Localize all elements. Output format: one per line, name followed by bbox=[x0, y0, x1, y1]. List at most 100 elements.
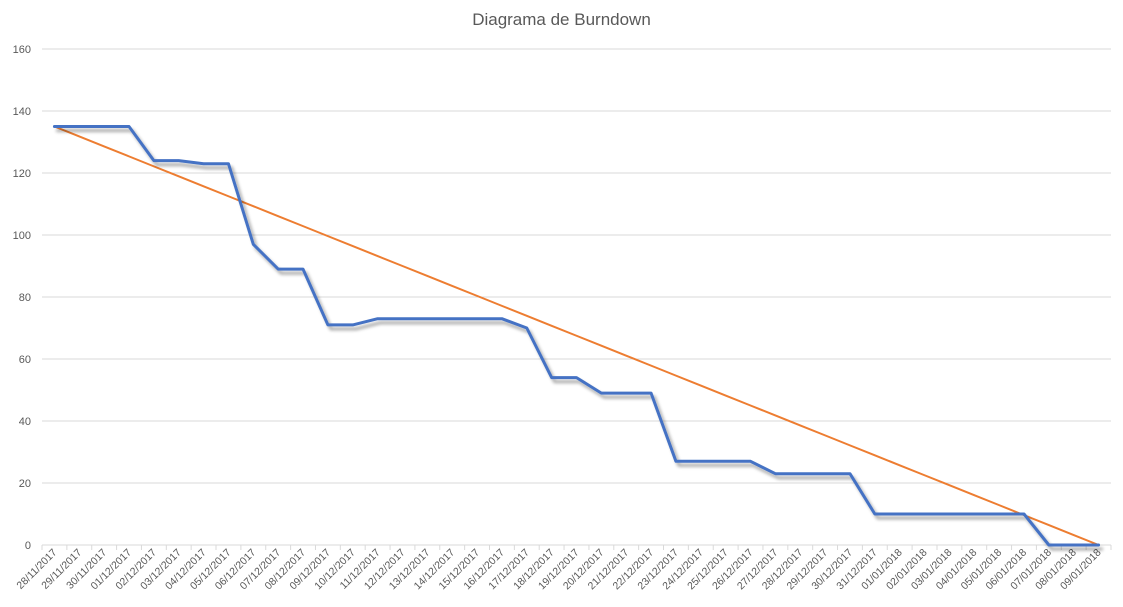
ideal-data-point bbox=[78, 135, 80, 137]
ideal-data-point bbox=[899, 464, 901, 466]
actual-data-point bbox=[103, 126, 105, 128]
actual-data-point bbox=[178, 160, 180, 162]
ideal-data-point bbox=[849, 444, 851, 446]
actual-data-point bbox=[576, 377, 578, 379]
y-tick-label: 140 bbox=[13, 106, 31, 118]
actual-data-point bbox=[899, 513, 901, 515]
y-tick-label: 120 bbox=[13, 168, 31, 180]
ideal-data-point bbox=[476, 295, 478, 297]
actual-data-point bbox=[924, 513, 926, 515]
y-axis: 0 20 40 60 80 100 120 140 160 bbox=[13, 44, 31, 552]
actual-data-point bbox=[973, 513, 975, 515]
ideal-data-point bbox=[277, 215, 279, 217]
ideal-data-point bbox=[252, 205, 254, 207]
actual-data-point bbox=[1073, 544, 1075, 546]
actual-data-point bbox=[600, 392, 602, 394]
y-tick-label: 160 bbox=[13, 44, 31, 56]
ideal-data-point bbox=[998, 504, 1000, 506]
actual-data-point bbox=[53, 126, 55, 128]
actual-data-point bbox=[526, 327, 528, 329]
actual-data-point bbox=[1023, 513, 1025, 515]
ideal-data-point bbox=[1073, 534, 1075, 536]
ideal-data-point bbox=[401, 265, 403, 267]
series-line-ideal bbox=[53, 125, 1100, 546]
actual-data-point bbox=[501, 318, 503, 320]
actual-data-point bbox=[302, 268, 304, 270]
actual-data-point bbox=[476, 318, 478, 320]
actual-data-point bbox=[700, 460, 702, 462]
actual-data-point bbox=[401, 318, 403, 320]
y-tick-label: 0 bbox=[25, 540, 31, 552]
ideal-data-point bbox=[750, 405, 752, 407]
ideal-data-point bbox=[128, 155, 130, 157]
actual-data-point bbox=[750, 460, 752, 462]
actual-data-point bbox=[451, 318, 453, 320]
ideal-data-point bbox=[625, 355, 627, 357]
ideal-data-point bbox=[203, 185, 205, 187]
ideal-data-point bbox=[725, 395, 727, 397]
ideal-data-point bbox=[178, 175, 180, 177]
actual-data-point bbox=[774, 473, 776, 475]
y-tick-label: 100 bbox=[13, 230, 31, 242]
actual-data-point bbox=[1048, 544, 1050, 546]
grid-layer bbox=[41, 48, 1112, 550]
actual-data-point bbox=[128, 126, 130, 128]
actual-data-point bbox=[1098, 544, 1100, 546]
ideal-data-point bbox=[153, 165, 155, 167]
ideal-data-point bbox=[576, 335, 578, 337]
ideal-data-point bbox=[103, 145, 105, 147]
actual-data-point bbox=[277, 268, 279, 270]
ideal-data-point bbox=[600, 345, 602, 347]
ideal-data-point bbox=[1048, 524, 1050, 526]
actual-data-point bbox=[824, 473, 826, 475]
ideal-data-point bbox=[973, 494, 975, 496]
ideal-data-point bbox=[774, 414, 776, 416]
actual-data-point bbox=[874, 513, 876, 515]
y-tick-label: 60 bbox=[19, 354, 31, 366]
actual-data-point bbox=[377, 318, 379, 320]
ideal-data-point bbox=[227, 195, 229, 197]
ideal-data-point bbox=[948, 484, 950, 486]
actual-data-point bbox=[352, 324, 354, 326]
actual-data-point bbox=[650, 392, 652, 394]
series-layer bbox=[52, 125, 1101, 547]
chart-title: Diagrama de Burndown bbox=[472, 10, 651, 29]
ideal-data-point bbox=[526, 315, 528, 317]
ideal-data-point bbox=[451, 285, 453, 287]
ideal-data-point bbox=[700, 385, 702, 387]
actual-data-point bbox=[153, 160, 155, 162]
actual-data-point bbox=[426, 318, 428, 320]
x-axis: 28/11/201729/11/201730/11/201701/12/2017… bbox=[14, 547, 1103, 593]
actual-data-point bbox=[849, 473, 851, 475]
actual-data-point bbox=[227, 163, 229, 165]
ideal-data-point bbox=[426, 275, 428, 277]
ideal-data-point bbox=[799, 424, 801, 426]
ideal-data-point bbox=[675, 375, 677, 377]
ideal-data-point bbox=[551, 325, 553, 327]
ideal-data-point bbox=[874, 454, 876, 456]
actual-data-point bbox=[327, 324, 329, 326]
ideal-data-point bbox=[352, 245, 354, 247]
actual-data-point bbox=[799, 473, 801, 475]
actual-data-point bbox=[203, 163, 205, 165]
actual-data-point bbox=[675, 460, 677, 462]
actual-data-point bbox=[252, 243, 254, 245]
actual-data-point bbox=[551, 377, 553, 379]
ideal-data-point bbox=[302, 225, 304, 227]
ideal-data-point bbox=[377, 255, 379, 257]
ideal-data-point bbox=[824, 434, 826, 436]
ideal-data-point bbox=[650, 365, 652, 367]
actual-data-point bbox=[948, 513, 950, 515]
ideal-data-point bbox=[327, 235, 329, 237]
ideal-data-point bbox=[501, 305, 503, 307]
actual-data-point bbox=[625, 392, 627, 394]
actual-data-point bbox=[78, 126, 80, 128]
actual-data-point bbox=[998, 513, 1000, 515]
y-tick-label: 80 bbox=[19, 292, 31, 304]
y-tick-label: 20 bbox=[19, 478, 31, 490]
series-line-actual bbox=[52, 125, 1101, 547]
y-tick-label: 40 bbox=[19, 416, 31, 428]
actual-data-point bbox=[725, 460, 727, 462]
